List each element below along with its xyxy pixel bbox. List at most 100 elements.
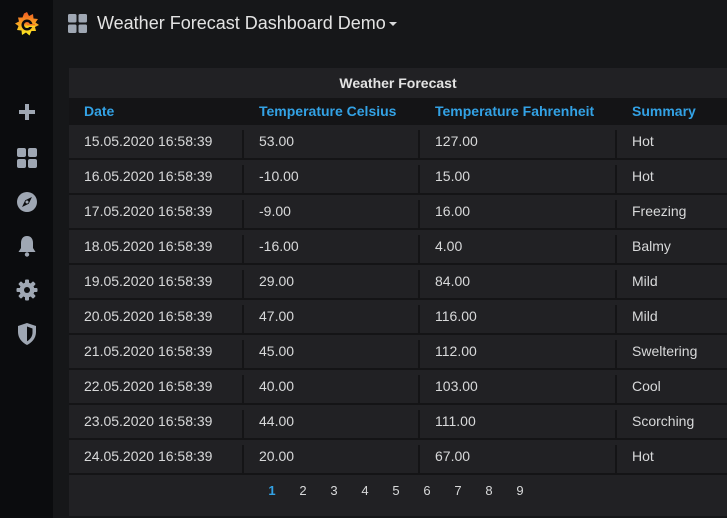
server-admin-shield-icon[interactable]: [0, 318, 53, 350]
column-divider: [615, 305, 617, 333]
cell-temperature-celsius: 29.00: [259, 273, 295, 289]
cell-temperature-fahrenheit: 84.00: [435, 273, 471, 289]
cell-summary: Mild: [632, 308, 658, 324]
column-header-temperature-celsius[interactable]: Temperature Celsius: [259, 103, 397, 119]
table-header: Date Temperature Celsius Temperature Fah…: [69, 98, 727, 125]
table-row: 20.05.2020 16:58:39 47.00 116.00 Mild: [69, 300, 727, 335]
column-divider: [418, 270, 420, 298]
column-divider: [418, 200, 420, 228]
cell-temperature-fahrenheit: 15.00: [435, 168, 471, 184]
cell-date: 18.05.2020 16:58:39: [84, 238, 213, 254]
top-navbar: Weather Forecast Dashboard Demo: [53, 0, 727, 52]
column-divider: [242, 130, 244, 158]
column-divider: [418, 410, 420, 438]
cell-temperature-celsius: 20.00: [259, 448, 295, 464]
cell-date: 23.05.2020 16:58:39: [84, 413, 213, 429]
column-divider: [242, 410, 244, 438]
column-divider: [242, 445, 244, 473]
cell-date: 20.05.2020 16:58:39: [84, 308, 213, 324]
column-divider: [242, 375, 244, 403]
table-row: 16.05.2020 16:58:39 -10.00 15.00 Hot: [69, 160, 727, 195]
page-button-5[interactable]: 5: [392, 483, 400, 498]
cell-summary: Hot: [632, 133, 654, 149]
page-button-9[interactable]: 9: [516, 483, 524, 498]
page-button-6[interactable]: 6: [423, 483, 431, 498]
cell-summary: Scorching: [632, 413, 695, 429]
column-divider: [242, 200, 244, 228]
column-divider: [242, 235, 244, 263]
sidebar: [0, 0, 53, 518]
column-divider: [242, 270, 244, 298]
plus-icon[interactable]: [0, 96, 53, 128]
column-divider: [418, 165, 420, 193]
cell-date: 24.05.2020 16:58:39: [84, 448, 213, 464]
page-button-2[interactable]: 2: [299, 483, 307, 498]
table-row: 19.05.2020 16:58:39 29.00 84.00 Mild: [69, 265, 727, 300]
cell-temperature-fahrenheit: 4.00: [435, 238, 463, 254]
column-header-summary[interactable]: Summary: [632, 103, 696, 119]
cell-summary: Hot: [632, 168, 654, 184]
column-divider: [615, 375, 617, 403]
column-divider: [242, 340, 244, 368]
column-divider: [418, 235, 420, 263]
table-row: 17.05.2020 16:58:39 -9.00 16.00 Freezing: [69, 195, 727, 230]
column-divider: [615, 235, 617, 263]
panel-title[interactable]: Weather Forecast: [339, 75, 457, 91]
cell-temperature-celsius: -16.00: [259, 238, 299, 254]
dashboards-icon[interactable]: [0, 142, 53, 174]
table-row: 23.05.2020 16:58:39 44.00 111.00 Scorching: [69, 405, 727, 440]
table-row: 22.05.2020 16:58:39 40.00 103.00 Cool: [69, 370, 727, 405]
cell-temperature-fahrenheit: 127.00: [435, 133, 478, 149]
cell-temperature-celsius: 45.00: [259, 343, 295, 359]
cell-temperature-fahrenheit: 112.00: [435, 343, 477, 359]
weather-forecast-panel: Weather Forecast Date Temperature Celsiu…: [69, 68, 727, 516]
page-button-3[interactable]: 3: [330, 483, 338, 498]
dashboard-title[interactable]: Weather Forecast Dashboard Demo: [97, 13, 386, 33]
page-button-8[interactable]: 8: [485, 483, 493, 498]
cell-summary: Hot: [632, 448, 654, 464]
cell-date: 15.05.2020 16:58:39: [84, 133, 213, 149]
table-row: 15.05.2020 16:58:39 53.00 127.00 Hot: [69, 125, 727, 160]
page-button-7[interactable]: 7: [454, 483, 462, 498]
page-button-4[interactable]: 4: [361, 483, 369, 498]
cell-temperature-celsius: 44.00: [259, 413, 295, 429]
column-header-date[interactable]: Date: [84, 103, 115, 119]
table-row: 21.05.2020 16:58:39 45.00 112.00 Sweltering: [69, 335, 727, 370]
configuration-gear-icon[interactable]: [0, 274, 53, 306]
column-header-temperature-fahrenheit[interactable]: Temperature Fahrenheit: [435, 103, 595, 119]
cell-temperature-celsius: 53.00: [259, 133, 295, 149]
cell-summary: Balmy: [632, 238, 671, 254]
alerting-bell-icon[interactable]: [0, 230, 53, 262]
column-divider: [615, 165, 617, 193]
column-divider: [615, 200, 617, 228]
table-row: 18.05.2020 16:58:39 -16.00 4.00 Balmy: [69, 230, 727, 265]
column-divider: [418, 340, 420, 368]
cell-summary: Sweltering: [632, 343, 698, 359]
dashboard-grid-icon: [68, 14, 87, 33]
cell-date: 21.05.2020 16:58:39: [84, 343, 213, 359]
cell-date: 22.05.2020 16:58:39: [84, 378, 213, 394]
cell-summary: Freezing: [632, 203, 687, 219]
cell-date: 17.05.2020 16:58:39: [84, 203, 213, 219]
column-divider: [615, 270, 617, 298]
column-divider: [418, 445, 420, 473]
column-divider: [615, 445, 617, 473]
column-divider: [418, 305, 420, 333]
table-row: 24.05.2020 16:58:39 20.00 67.00 Hot: [69, 440, 727, 475]
cell-temperature-celsius: 47.00: [259, 308, 295, 324]
chevron-down-icon[interactable]: [389, 22, 397, 26]
grafana-logo-icon[interactable]: [0, 6, 53, 44]
cell-temperature-celsius: -10.00: [259, 168, 299, 184]
page-button-1[interactable]: 1: [268, 483, 276, 498]
cell-temperature-fahrenheit: 16.00: [435, 203, 471, 219]
column-divider: [615, 410, 617, 438]
explore-compass-icon[interactable]: [0, 186, 53, 218]
column-divider: [615, 130, 617, 158]
cell-temperature-fahrenheit: 103.00: [435, 378, 478, 394]
column-divider: [242, 305, 244, 333]
column-divider: [615, 340, 617, 368]
cell-summary: Cool: [632, 378, 661, 394]
column-divider: [418, 130, 420, 158]
cell-date: 19.05.2020 16:58:39: [84, 273, 213, 289]
cell-temperature-fahrenheit: 67.00: [435, 448, 471, 464]
